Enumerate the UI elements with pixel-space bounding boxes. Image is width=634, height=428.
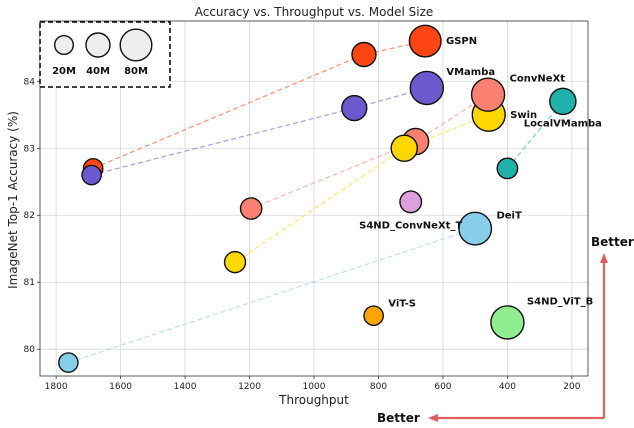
point-label-swin: Swin (510, 110, 537, 121)
series-line-deit (68, 228, 476, 364)
point-swin (223, 250, 247, 274)
chart-title: Accuracy vs. Throughput vs. Model Size (195, 5, 434, 19)
point-label-convnext: ConvNeXt (510, 74, 566, 85)
point-vmamba (409, 70, 445, 106)
x-tick-label: 600 (434, 382, 451, 392)
point-vmamba (341, 94, 368, 122)
better-annotations: Better Better (377, 235, 634, 425)
x-tick-label: 200 (563, 382, 580, 392)
point-label-s4nd-convnext-t: S4ND_ConvNeXt_T (359, 221, 462, 232)
point-gspn (351, 41, 377, 68)
point-vmamba (81, 164, 102, 186)
size-legend-label-20m: 20M (52, 66, 76, 77)
point-gspn (408, 24, 442, 58)
point-deit (458, 211, 493, 246)
better-vertical-label: Better (591, 235, 634, 249)
point-localvmamba (496, 157, 519, 180)
better-horizontal-label: Better (377, 411, 420, 425)
series-line-gspn (92, 40, 426, 169)
size-legend-circle-20m (53, 34, 75, 56)
series-line-swin (234, 114, 489, 263)
x-tick-label: 400 (499, 382, 516, 392)
size-legend-circle-80m (119, 28, 153, 62)
point-convnext (239, 197, 263, 220)
x-tick-label: 1800 (45, 382, 68, 392)
point-localvmamba (549, 87, 577, 116)
plot-area: 1800 1600 1400 1200 1000 800 600 400 200 80 81 82 83… (24, 20, 602, 392)
size-legend: 20M 40M 80M (39, 21, 171, 88)
y-axis-label: ImageNet Top-1 Accuracy (%) (6, 111, 20, 289)
x-tick-label: 1000 (303, 382, 326, 392)
y-tick-label: 83 (24, 144, 35, 154)
point-label-gspn: GSPN (446, 36, 477, 47)
point-vit-s (363, 305, 384, 327)
size-legend-label-40m: 40M (86, 66, 110, 77)
x-axis-label: Throughput (278, 393, 349, 407)
y-tick-label: 81 (24, 278, 35, 288)
point-label-deit: DeiT (496, 211, 522, 222)
y-tick-label: 80 (24, 345, 36, 355)
y-tick-label: 82 (24, 211, 35, 221)
series-line-vmamba (91, 87, 427, 176)
point-label-vmamba: VMamba (446, 67, 495, 78)
point-s4nd-convnext-t (399, 190, 423, 214)
point-convnext (470, 77, 506, 112)
point-label-localvmamba: LocalVMamba (524, 118, 602, 129)
point-swin (390, 134, 419, 163)
point-label-vit-s: ViT-S (388, 299, 416, 310)
size-legend-label-80m: 80M (124, 66, 148, 77)
x-tick-label: 1400 (174, 382, 197, 392)
point-label-s4nd-vit-b: S4ND_ViT_B (527, 296, 593, 307)
x-tick-label: 800 (370, 382, 387, 392)
y-tick-label: 84 (24, 77, 36, 87)
x-tick-label: 1200 (238, 382, 261, 392)
x-tick-label: 1600 (109, 382, 132, 392)
series-line-localvmamba (506, 100, 564, 169)
point-s4nd-vit-b (490, 305, 525, 340)
series-line-convnext (250, 94, 489, 210)
point-deit (58, 352, 79, 373)
size-legend-circle-40m (85, 32, 111, 58)
